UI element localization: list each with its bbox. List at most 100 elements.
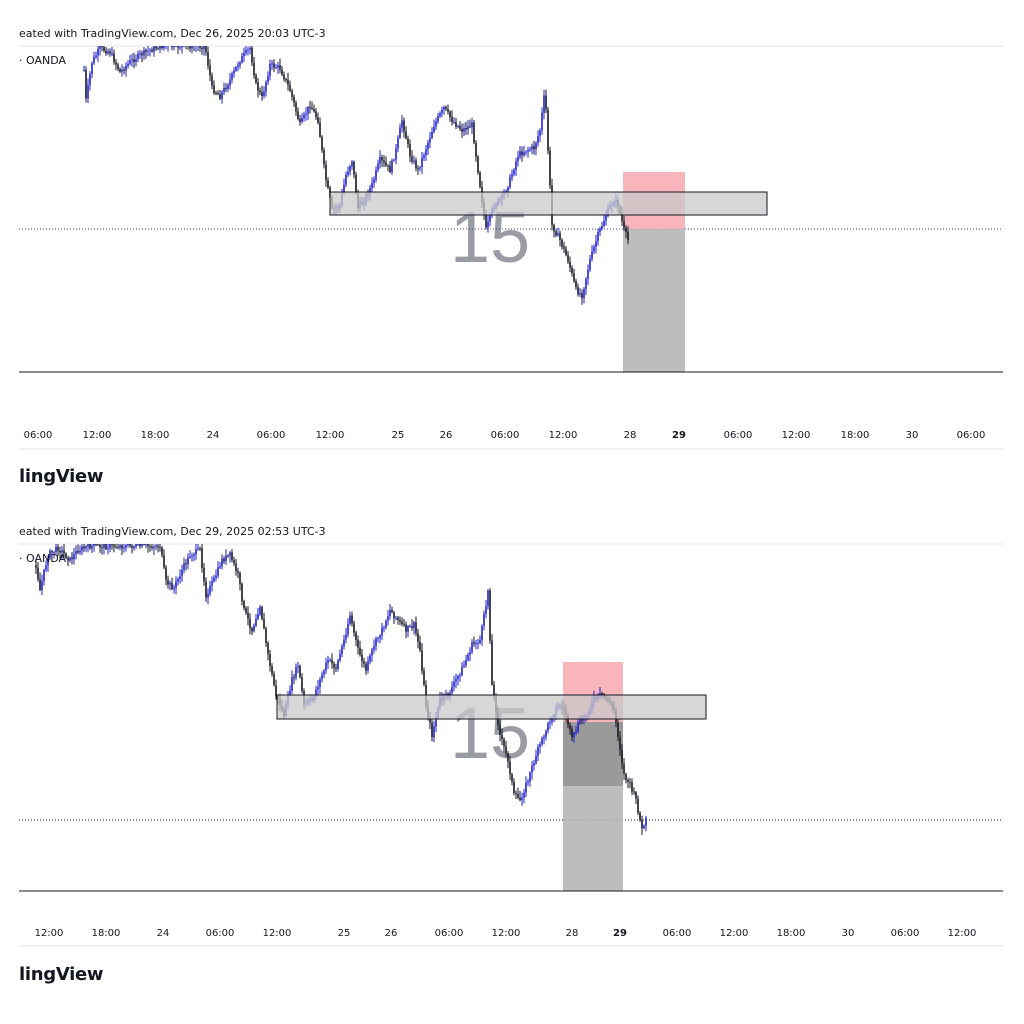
candle-body	[215, 92, 217, 94]
candle-body	[297, 665, 299, 668]
candle-body	[55, 546, 57, 552]
candle-body	[451, 686, 453, 693]
candle-body	[537, 136, 539, 144]
candle-body	[437, 116, 439, 122]
x-tick-label: 12:00	[549, 430, 578, 441]
candle-body	[59, 550, 61, 553]
candle-body	[283, 74, 285, 80]
candle-body	[105, 50, 107, 54]
candle-body	[423, 670, 425, 685]
candle-body	[569, 724, 571, 729]
candle-body	[453, 681, 455, 687]
candle-body	[93, 544, 95, 546]
candle-body	[247, 49, 249, 51]
candle-body	[99, 544, 101, 548]
candle-body	[345, 634, 347, 640]
candle-body	[235, 66, 237, 71]
candle-body	[279, 65, 281, 70]
x-tick-label: 18:00	[777, 928, 806, 939]
candle-body	[237, 570, 239, 573]
candle-body	[541, 112, 543, 131]
candle-body	[325, 164, 327, 181]
candle-body	[547, 109, 549, 151]
candle-body	[505, 746, 507, 753]
candle-body	[149, 49, 151, 51]
candle-body	[475, 643, 477, 645]
supply-demand-zone[interactable]	[276, 694, 707, 720]
candle-body	[645, 817, 647, 826]
chart-caption: eated with TradingView.com, Dec 29, 2025…	[19, 525, 326, 538]
candle-body	[197, 548, 199, 550]
candle-body	[269, 653, 271, 667]
candle-body	[539, 744, 541, 748]
candle-body	[549, 150, 551, 186]
candle-body	[435, 717, 437, 727]
candle-body	[223, 558, 225, 562]
candle-body	[175, 581, 177, 588]
candle-body	[171, 46, 173, 47]
candle-body	[355, 174, 357, 194]
candle-body	[145, 50, 147, 52]
candle-body	[87, 544, 89, 547]
candle-body	[373, 179, 375, 184]
candle-body	[455, 122, 457, 127]
symbol-label: · OANDA	[19, 552, 67, 565]
x-tick-label: 06:00	[491, 430, 520, 441]
candle-body	[371, 183, 373, 189]
candle-body	[231, 73, 233, 80]
candle-body	[151, 546, 153, 548]
candle-body	[563, 246, 565, 249]
candle-body	[517, 794, 519, 798]
candle-body	[389, 165, 391, 173]
candle-body	[179, 47, 181, 49]
x-tick-label: 24	[207, 430, 220, 441]
candle-body	[377, 638, 379, 640]
candle-body	[139, 53, 141, 55]
candle-body	[421, 157, 423, 168]
candle-body	[311, 107, 313, 110]
candle-body	[147, 50, 149, 52]
candles	[83, 46, 629, 305]
candle-body	[123, 547, 125, 549]
candle-body	[527, 149, 529, 152]
x-tick-label: 25	[338, 928, 351, 939]
candle-body	[177, 578, 179, 582]
candle-body	[421, 650, 423, 671]
candle-body	[383, 160, 385, 163]
candle-body	[291, 677, 293, 691]
candle-body	[463, 665, 465, 667]
candle-body	[451, 117, 453, 123]
candle-body	[401, 621, 403, 624]
candle-body	[213, 85, 215, 93]
supply-demand-zone[interactable]	[329, 191, 768, 216]
candle-body	[313, 109, 315, 112]
candle-body	[253, 62, 255, 76]
candle-body	[149, 546, 151, 548]
candle-body	[173, 46, 175, 47]
candle-body	[205, 46, 207, 53]
candle-body	[521, 797, 523, 801]
candle-body	[211, 75, 213, 86]
candle-body	[53, 551, 55, 553]
candle-body	[361, 654, 363, 662]
candle-body	[251, 47, 253, 63]
candle-body	[329, 659, 331, 661]
candle-body	[375, 638, 377, 647]
candle-body	[473, 122, 475, 143]
candle-body	[101, 547, 103, 549]
candle-body	[461, 128, 463, 132]
candle-body	[183, 563, 185, 570]
candle-body	[205, 581, 207, 598]
candle-body	[337, 660, 339, 669]
candle-body	[595, 241, 597, 247]
candle-body	[109, 544, 111, 549]
candle-body	[515, 161, 517, 171]
candle-body	[241, 55, 243, 63]
candle-body	[387, 165, 389, 167]
candle-body	[469, 126, 471, 128]
candle-body	[47, 557, 49, 566]
candle-body	[321, 674, 323, 680]
candle-body	[465, 128, 467, 130]
candle-body	[391, 160, 393, 173]
candle-body	[417, 633, 419, 642]
